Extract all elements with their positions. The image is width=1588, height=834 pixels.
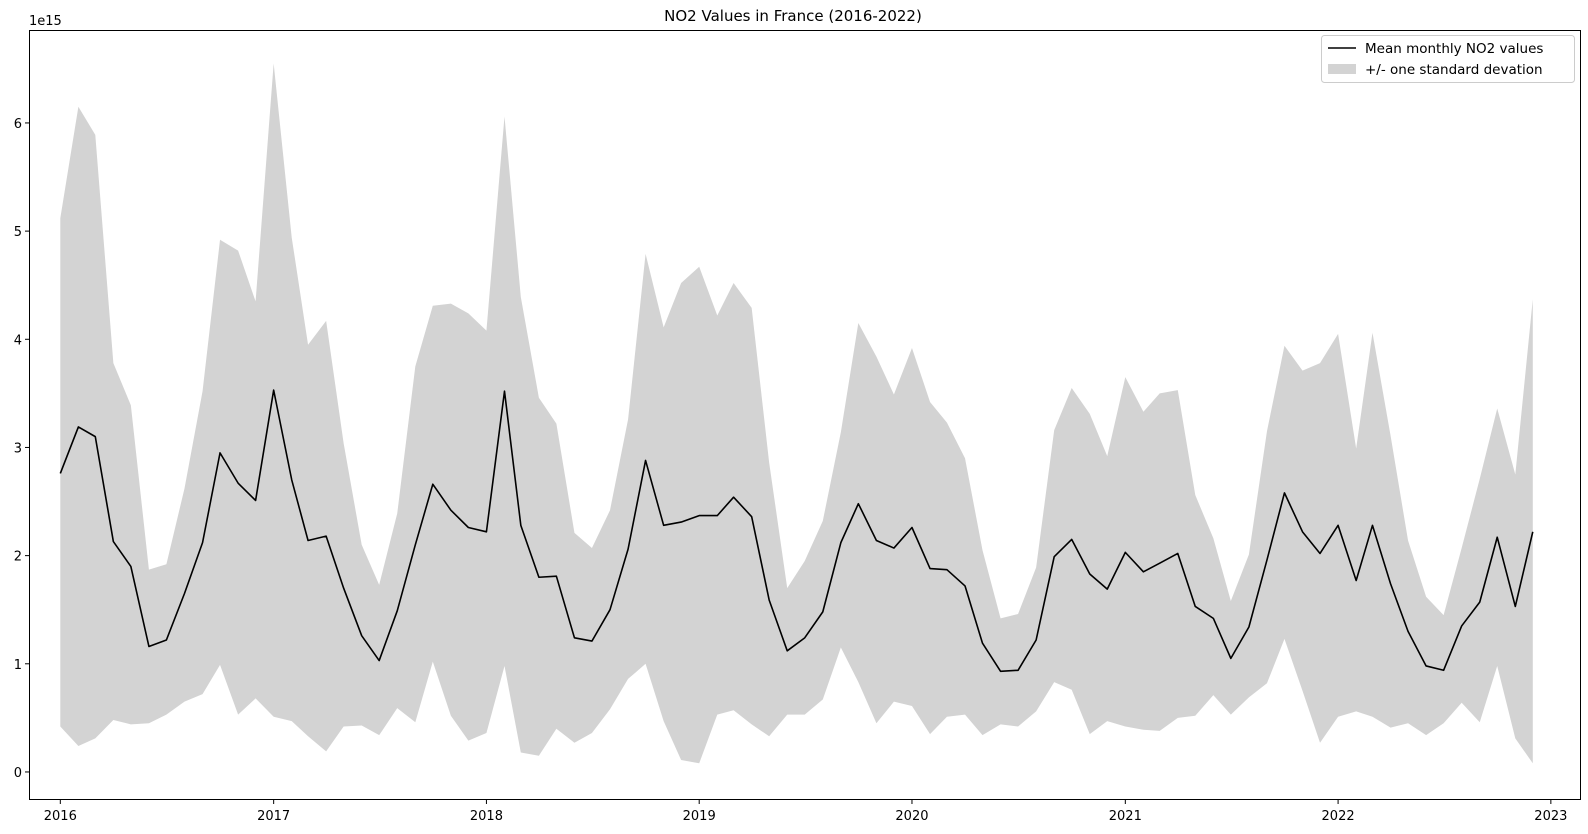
mean-line [59,389,1534,673]
plot-area [59,63,1534,764]
y-axis: 0 1 2 3 4 5 6 [14,117,30,781]
x-tick-label: 2016 [44,809,77,824]
y-tick-label: 2 [14,550,22,565]
legend-box [1321,35,1575,83]
x-tick-label: 2019 [683,809,716,824]
chart-title: NO2 Values in France (2016-2022) [664,7,922,25]
y-tick-label: 6 [14,117,22,132]
x-axis: 2016 2017 2018 2019 2020 2021 2022 2023 [44,799,1567,824]
y-tick-label: 4 [14,333,22,348]
y-tick-label: 1 [14,658,22,673]
y-tick-label: 3 [14,441,22,456]
y-tick-label: 0 [14,766,22,781]
legend-band-swatch [1328,64,1356,74]
x-tick-label: 2022 [1322,809,1355,824]
x-tick-label: 2023 [1534,809,1567,824]
legend: Mean monthly NO2 values +/- one standard… [1321,35,1575,83]
x-tick-label: 2018 [470,809,503,824]
x-tick-label: 2020 [895,809,928,824]
legend-line-label: Mean monthly NO2 values [1365,41,1543,57]
std-band [60,63,1533,764]
y-scale-label: 1e15 [29,14,62,29]
x-tick-label: 2017 [257,809,290,824]
x-tick-label: 2021 [1109,809,1142,824]
y-tick-label: 5 [14,225,22,240]
legend-band-label: +/- one standard devation [1365,62,1543,78]
plot-frame [29,30,1581,800]
